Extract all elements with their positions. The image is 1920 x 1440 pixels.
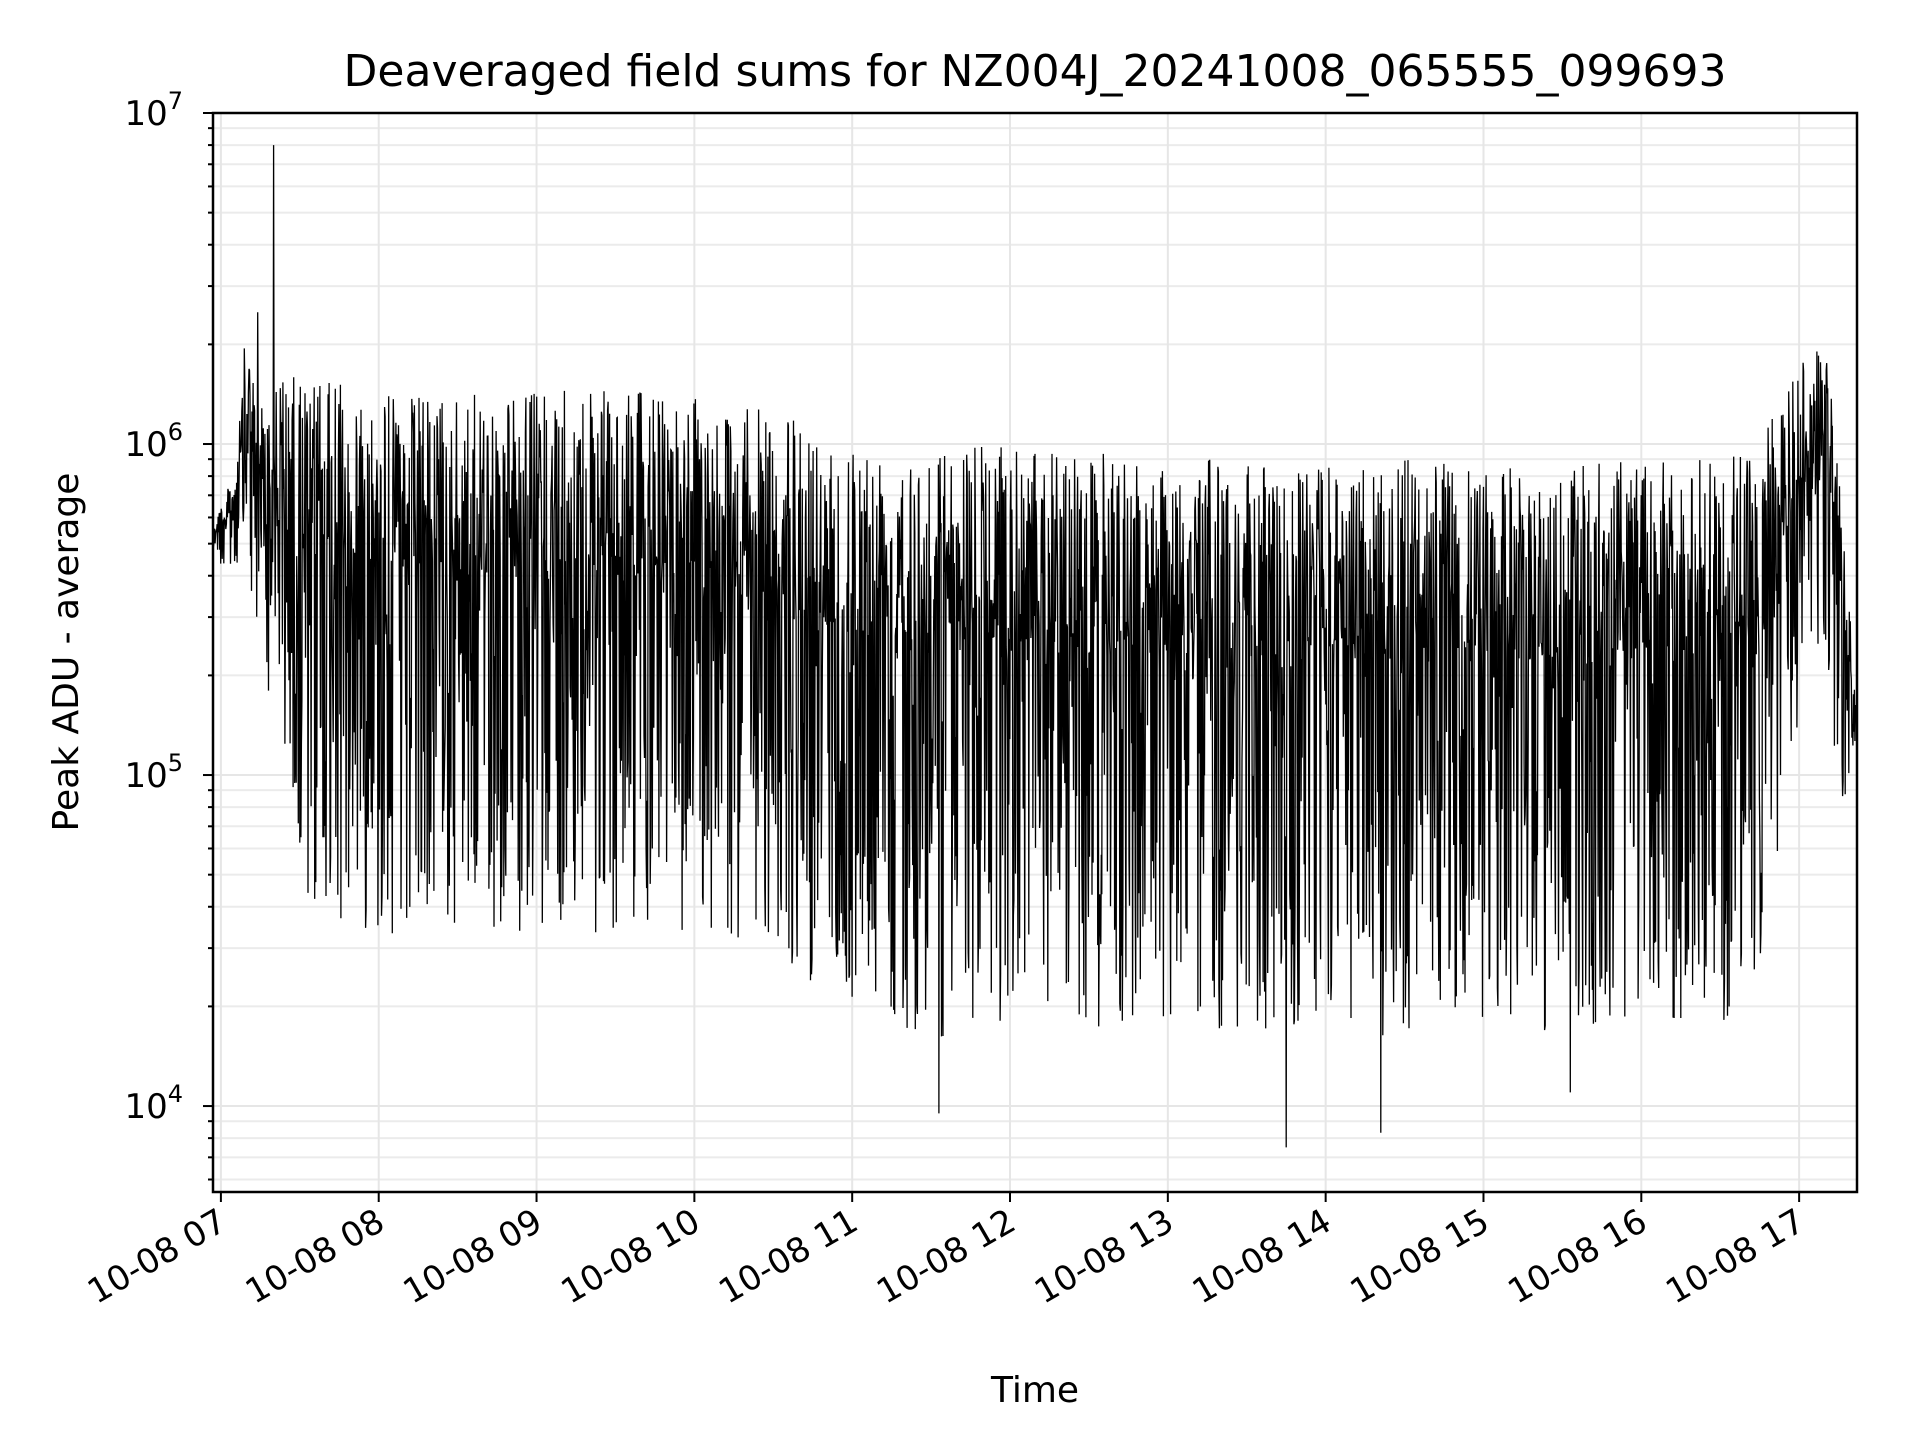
x-axis-label: Time <box>990 1370 1079 1411</box>
data-layer <box>212 145 1858 1148</box>
y-tick-label: 106 <box>124 418 183 465</box>
y-tick-label: 107 <box>124 87 183 134</box>
y-axis-label: Peak ADU - average <box>46 473 87 832</box>
y-tick-label: 104 <box>124 1080 183 1127</box>
plot-frame <box>211 111 1859 1194</box>
series-line <box>212 145 1858 1148</box>
chart-title: Deaveraged field sums for NZ004J_2024100… <box>344 46 1727 97</box>
y-tick-label: 105 <box>124 749 183 796</box>
